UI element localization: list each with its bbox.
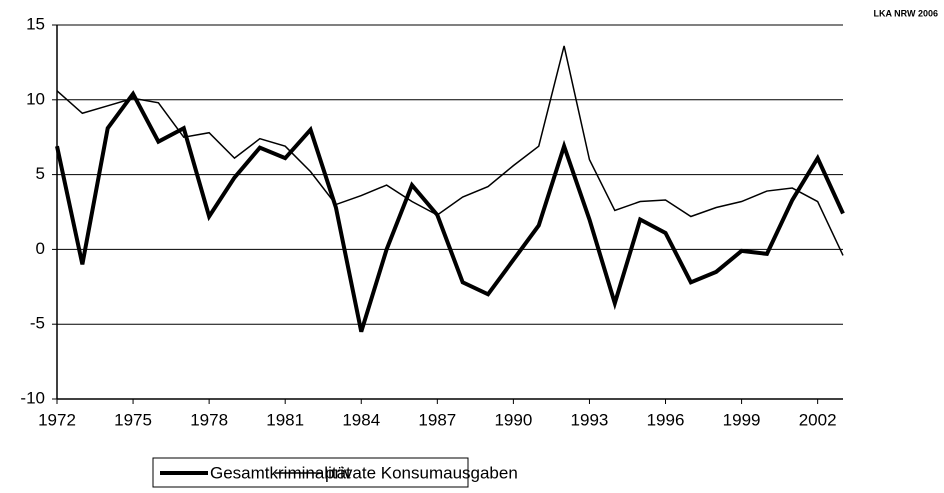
x-tick-label: 1972	[38, 410, 76, 429]
line-series	[55, 90, 845, 333]
x-tick-label: 1993	[571, 410, 609, 429]
x-tick-label: 1990	[494, 410, 532, 429]
x-tick-label: 1987	[418, 410, 456, 429]
legend-box	[152, 457, 469, 488]
legend-label: private Konsumausgaben	[325, 463, 518, 482]
y-tick-label: 0	[36, 239, 45, 258]
x-tick-label: 2002	[799, 410, 837, 429]
x-tick-label: 1981	[266, 410, 304, 429]
x-tick-label: 1996	[647, 410, 685, 429]
x-tick-label: 1984	[342, 410, 380, 429]
x-tick-label: 1999	[723, 410, 761, 429]
annotation: LKA NRW 2006	[873, 8, 938, 18]
y-tick-label: -10	[20, 388, 45, 407]
y-tick-label: 15	[26, 14, 45, 33]
line-series	[56, 45, 844, 256]
y-tick-label: -5	[30, 314, 45, 333]
y-tick-label: 10	[26, 89, 45, 108]
x-tick-label: 1978	[190, 410, 228, 429]
x-tick-label: 1975	[114, 410, 152, 429]
y-tick-label: 5	[36, 164, 45, 183]
